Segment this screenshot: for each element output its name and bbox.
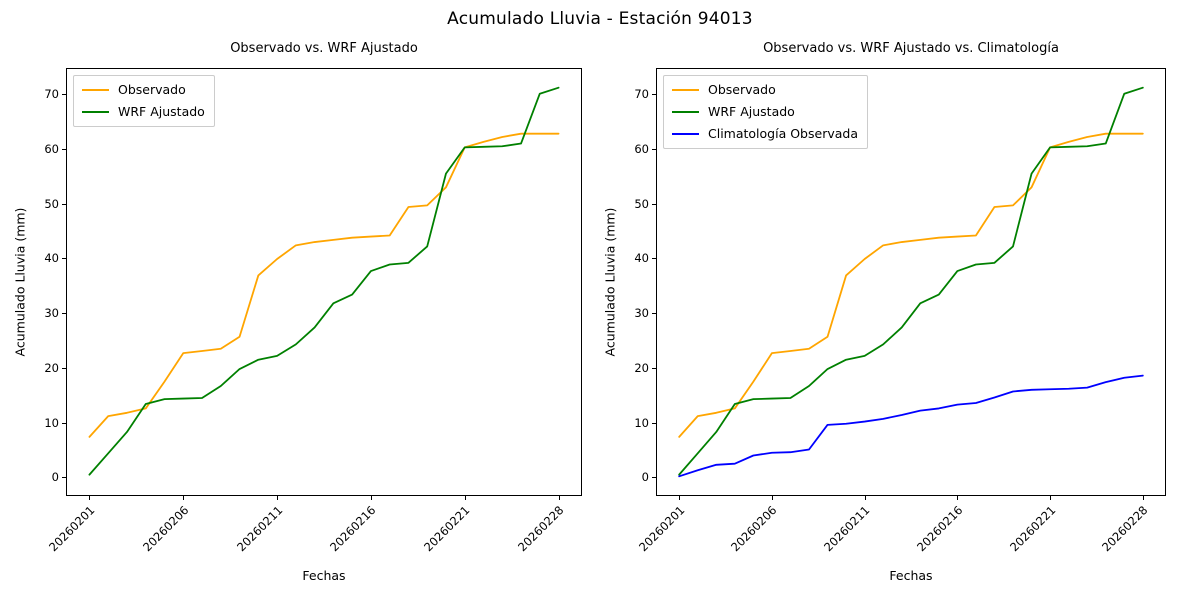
x-tick bbox=[277, 496, 279, 500]
y-tick bbox=[62, 477, 66, 479]
x-tick bbox=[864, 496, 866, 500]
series-line-observado bbox=[678, 132, 1144, 438]
y-tick bbox=[652, 313, 656, 315]
legend-label: WRF Ajustado bbox=[118, 104, 205, 119]
y-tick bbox=[62, 149, 66, 150]
legend-swatch-climatologia-observada bbox=[672, 132, 699, 135]
plot-frame bbox=[66, 68, 582, 496]
y-tick-label: 70 bbox=[634, 87, 649, 102]
y-tick-label: 40 bbox=[634, 251, 649, 266]
legend-item: Climatología Observada bbox=[672, 125, 858, 142]
y-tick bbox=[652, 477, 656, 479]
plot-lines bbox=[88, 86, 560, 476]
x-tick bbox=[1142, 496, 1144, 500]
y-tick bbox=[652, 94, 656, 96]
y-tick-label: 30 bbox=[634, 306, 649, 321]
subplot-title: Observado vs. WRF Ajustado vs. Climatolo… bbox=[763, 41, 1059, 56]
y-tick-label: 50 bbox=[44, 196, 59, 211]
x-tick bbox=[370, 496, 372, 500]
x-tick-label: 20260206 bbox=[139, 503, 192, 555]
y-tick bbox=[62, 422, 66, 424]
x-tick bbox=[1050, 496, 1052, 500]
x-tick-label: 20260221 bbox=[1006, 503, 1058, 555]
y-tick bbox=[62, 258, 66, 260]
chart-observado-vs-wrf-vs-climatologia: Observado vs. WRF Ajustado vs. Climatolo… bbox=[603, 41, 1166, 583]
y-tick-label: 60 bbox=[44, 142, 59, 156]
legend-label: Observado bbox=[118, 82, 186, 97]
x-tick bbox=[771, 496, 773, 500]
x-tick-label: 20260211 bbox=[821, 503, 873, 555]
x-tick-label: 20260211 bbox=[233, 503, 285, 555]
plot-frame bbox=[656, 68, 1166, 496]
x-tick-label: 20260216 bbox=[327, 503, 379, 555]
legend-item: WRF Ajustado bbox=[672, 103, 858, 120]
y-axis-label: Acumulado Lluvia (mm) bbox=[602, 207, 618, 357]
x-tick bbox=[558, 496, 560, 500]
legend-item: Observado bbox=[82, 81, 205, 98]
y-tick-label: 0 bbox=[51, 470, 59, 485]
series-line-observado bbox=[88, 132, 560, 438]
y-tick-label: 70 bbox=[44, 87, 59, 102]
y-tick-label: 30 bbox=[44, 306, 59, 321]
x-tick bbox=[679, 496, 681, 500]
y-axis-label: Acumulado Lluvia (mm) bbox=[12, 207, 28, 357]
y-tick-label: 0 bbox=[641, 470, 649, 485]
legend-swatch-observado bbox=[672, 88, 699, 91]
x-tick-label: 20260206 bbox=[728, 503, 780, 555]
y-tick-label: 10 bbox=[634, 415, 649, 430]
y-tick-label: 20 bbox=[44, 360, 59, 375]
legend-label: Climatología Observada bbox=[708, 126, 858, 141]
x-tick bbox=[464, 496, 466, 500]
y-tick bbox=[652, 422, 656, 424]
y-tick-label: 10 bbox=[44, 415, 59, 430]
x-tick-label: 20260201 bbox=[46, 503, 98, 555]
series-line-wrf-ajustado bbox=[88, 86, 560, 476]
subplot-title: Observado vs. WRF Ajustado bbox=[230, 41, 418, 56]
legend-item: Observado bbox=[672, 81, 858, 98]
y-tick-label: 50 bbox=[634, 196, 649, 211]
x-tick bbox=[957, 496, 959, 500]
legend-swatch-wrf-ajustado bbox=[82, 110, 109, 113]
y-tick bbox=[652, 367, 656, 369]
legend: Observado WRF Ajustado Climatología Observ… bbox=[663, 75, 868, 149]
x-tick bbox=[183, 496, 185, 500]
x-tick-label: 20260216 bbox=[913, 503, 966, 555]
chart-observado-vs-wrf: Observado vs. WRF Ajustado Acumulado Llu… bbox=[13, 41, 582, 583]
y-tick bbox=[62, 94, 66, 96]
y-tick-label: 20 bbox=[634, 360, 649, 375]
legend-swatch-observado bbox=[82, 88, 109, 91]
series-line-climatologia-observada bbox=[678, 374, 1144, 478]
y-tick-label: 60 bbox=[634, 142, 649, 156]
x-axis-label: Fechas bbox=[889, 568, 933, 583]
y-tick bbox=[652, 258, 656, 260]
legend-swatch-wrf-ajustado bbox=[672, 110, 699, 113]
x-tick-label: 20260228 bbox=[515, 503, 567, 555]
plot-lines bbox=[678, 86, 1144, 478]
legend-label: WRF Ajustado bbox=[708, 104, 795, 119]
series-line-wrf-ajustado bbox=[678, 86, 1144, 476]
y-tick-label: 40 bbox=[44, 251, 59, 266]
legend-item: WRF Ajustado bbox=[82, 103, 205, 120]
y-tick bbox=[62, 313, 66, 315]
x-tick-label: 20260201 bbox=[635, 503, 688, 555]
x-tick-label: 20260221 bbox=[421, 503, 473, 555]
legend: Observado WRF Ajustado bbox=[73, 75, 215, 127]
figure-title: Acumulado Lluvia - Estación 94013 bbox=[447, 9, 753, 29]
y-tick bbox=[62, 203, 66, 205]
x-axis-label: Fechas bbox=[302, 568, 346, 583]
y-tick bbox=[652, 149, 656, 150]
x-tick-label: 20260228 bbox=[1099, 503, 1151, 555]
legend-label: Observado bbox=[708, 82, 776, 97]
x-tick bbox=[89, 496, 91, 500]
y-tick bbox=[652, 203, 656, 205]
y-tick bbox=[62, 367, 66, 369]
